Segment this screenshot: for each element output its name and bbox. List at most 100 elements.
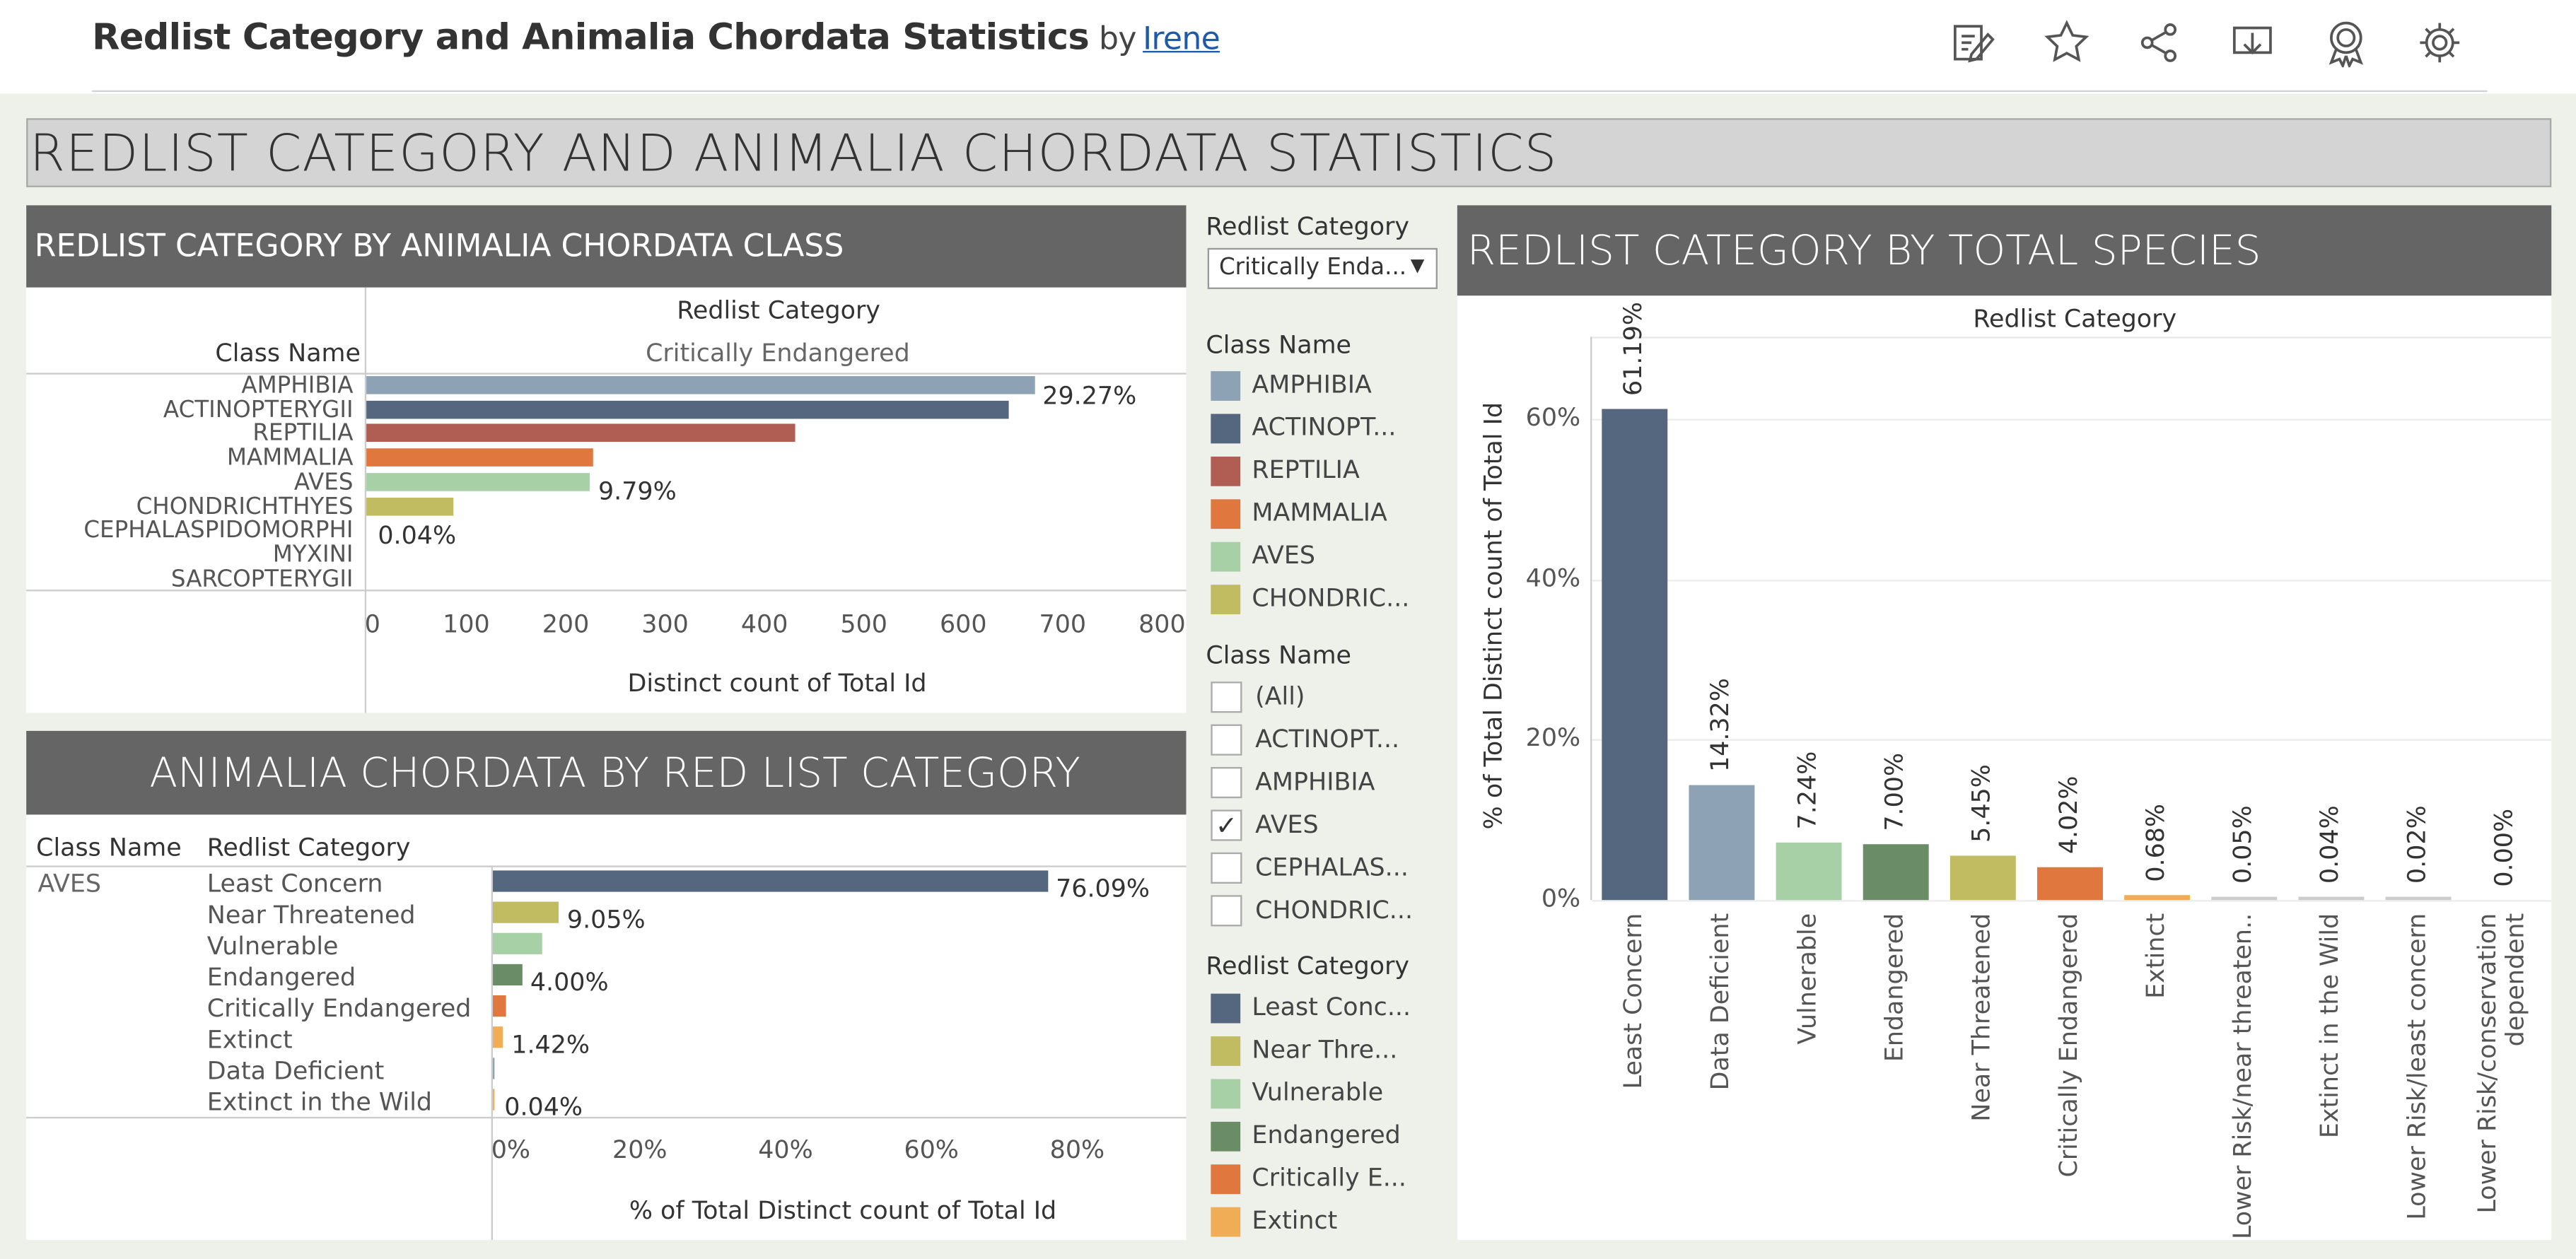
class-bar-label: 9.79% [598, 476, 677, 506]
class-legend-label[interactable]: AVES [1252, 540, 1316, 570]
redlist-legend-label[interactable]: Extinct [1252, 1205, 1338, 1236]
class-bar[interactable] [366, 400, 1009, 418]
panel1-col-header: Redlist Category [677, 295, 880, 326]
class-row-label: AMPHIBIA [241, 373, 354, 396]
chevron-down-icon: ▼ [1410, 254, 1425, 276]
species-bar[interactable] [1602, 409, 1668, 901]
class-filter-checkbox[interactable]: ✓ [1211, 809, 1242, 841]
panel3-axis-v [1590, 336, 1592, 901]
species-category-label: Data Deficient [1705, 913, 1735, 1091]
class-filter-label[interactable]: (All) [1255, 681, 1305, 712]
panel1-col-value: Critically Endangered [646, 338, 910, 368]
redlist-legend-swatch[interactable] [1211, 1036, 1241, 1066]
class-filter-checkbox[interactable] [1211, 681, 1242, 713]
class-bar[interactable] [366, 376, 1035, 394]
species-bar-label: 5.45% [1966, 765, 1996, 843]
species-bar[interactable] [2298, 896, 2365, 901]
panel-category-chart [26, 730, 1187, 1241]
category-bar[interactable] [493, 1058, 496, 1079]
gridline [1592, 579, 2552, 581]
panel1-row-header: Class Name [215, 338, 361, 368]
class-filter-checkbox[interactable] [1211, 852, 1242, 884]
species-bar[interactable] [2124, 894, 2191, 901]
category-bar[interactable] [493, 1089, 495, 1111]
category-row-label: Extinct [206, 1024, 293, 1055]
class-legend-swatch[interactable] [1211, 499, 1241, 529]
panel-class-chart [26, 205, 1187, 713]
class-filter-label[interactable]: AVES [1255, 809, 1319, 840]
panel1-header-line [26, 373, 1187, 375]
category-bar[interactable] [493, 1026, 503, 1048]
species-category-label: Extinct [2140, 913, 2171, 999]
class-filter-checkbox[interactable] [1211, 724, 1242, 756]
class-bar[interactable] [366, 424, 796, 443]
edit-icon[interactable] [1949, 18, 1998, 68]
class-legend-label[interactable]: MAMMALIA [1252, 497, 1387, 527]
category-bar[interactable] [493, 901, 559, 923]
class-legend-label[interactable]: AMPHIBIA [1252, 369, 1372, 399]
class-legend-label[interactable]: ACTINOPT... [1252, 412, 1397, 442]
redlist-legend-label[interactable]: Critically E... [1252, 1162, 1406, 1193]
class-filter-label[interactable]: ACTINOPT... [1255, 724, 1400, 754]
axis-tick-label: 600 [939, 609, 987, 639]
species-bar[interactable] [1863, 843, 1929, 901]
class-filter-checkbox[interactable] [1211, 895, 1242, 927]
class-legend-swatch[interactable] [1211, 456, 1241, 486]
redlist-legend-label[interactable]: Near Thre... [1252, 1034, 1398, 1065]
class-filter-checkbox[interactable] [1211, 767, 1242, 799]
class-legend-swatch[interactable] [1211, 541, 1241, 572]
panel1-axis-h [26, 590, 1187, 592]
species-bar[interactable] [2211, 896, 2278, 901]
species-bar-label: 0.04% [2314, 805, 2345, 884]
class-filter-label[interactable]: CEPHALAS... [1255, 852, 1409, 882]
category-bar[interactable] [493, 870, 1048, 892]
category-row-label: Extinct in the Wild [206, 1087, 433, 1117]
category-row-label: Near Threatened [206, 900, 416, 930]
category-bar[interactable] [493, 964, 523, 986]
gridline [1592, 900, 2552, 902]
category-bar-label: 4.00% [530, 967, 609, 997]
panel2-x-label: % of Total Distinct count of Total Id [629, 1195, 1057, 1226]
category-bar[interactable] [493, 995, 507, 1017]
redlist-filter-title: Redlist Category [1206, 211, 1410, 242]
species-bar[interactable] [1776, 842, 1842, 901]
species-bar-label: 0.68% [2140, 803, 2171, 882]
share-icon[interactable] [2134, 18, 2184, 68]
class-legend-swatch[interactable] [1211, 585, 1241, 614]
class-bar[interactable] [366, 472, 590, 491]
species-bar[interactable] [2037, 867, 2103, 901]
class-legend-label[interactable]: CHONDRIC... [1252, 582, 1410, 613]
class-legend-swatch[interactable] [1211, 414, 1241, 444]
category-bar[interactable] [493, 932, 543, 954]
author-link[interactable]: Irene [1143, 21, 1220, 58]
redlist-legend-label[interactable]: Vulnerable [1252, 1077, 1384, 1107]
class-row-label: REPTILIA [252, 421, 354, 445]
redlist-legend-swatch[interactable] [1211, 1079, 1241, 1109]
redlist-dropdown[interactable]: Critically Enda... ▼ [1207, 247, 1438, 289]
class-filter-label[interactable]: AMPHIBIA [1255, 767, 1375, 797]
star-icon[interactable] [2042, 18, 2092, 68]
redlist-legend-label[interactable]: Least Conc... [1252, 992, 1411, 1022]
class-bar-label: 0.04% [378, 520, 457, 551]
class-filter-label[interactable]: CHONDRIC... [1255, 895, 1414, 925]
species-bar[interactable] [2385, 896, 2452, 901]
species-bar[interactable] [1689, 785, 1755, 901]
redlist-legend-swatch[interactable] [1211, 1164, 1241, 1195]
class-bar[interactable] [366, 448, 593, 467]
class-row-label: CHONDRICHTHYES [136, 493, 354, 517]
redlist-legend-label[interactable]: Endangered [1252, 1120, 1401, 1150]
panel1-x-label: Distinct count of Total Id [627, 668, 927, 698]
download-icon[interactable] [2228, 18, 2278, 68]
class-legend-label[interactable]: REPTILIA [1252, 455, 1360, 485]
redlist-legend-swatch[interactable] [1211, 1207, 1241, 1237]
panel2-col2: Redlist Category [206, 832, 411, 862]
class-row-label: SARCOPTERYGII [170, 566, 354, 590]
category-bar-label: 1.42% [511, 1029, 590, 1060]
redlist-legend-swatch[interactable] [1211, 1121, 1241, 1152]
class-bar[interactable] [366, 496, 454, 515]
class-legend-swatch[interactable] [1211, 371, 1241, 401]
redlist-legend-swatch[interactable] [1211, 993, 1241, 1024]
badge-icon[interactable] [2321, 18, 2371, 69]
settings-icon[interactable] [2415, 18, 2464, 68]
species-bar[interactable] [1950, 856, 2016, 901]
